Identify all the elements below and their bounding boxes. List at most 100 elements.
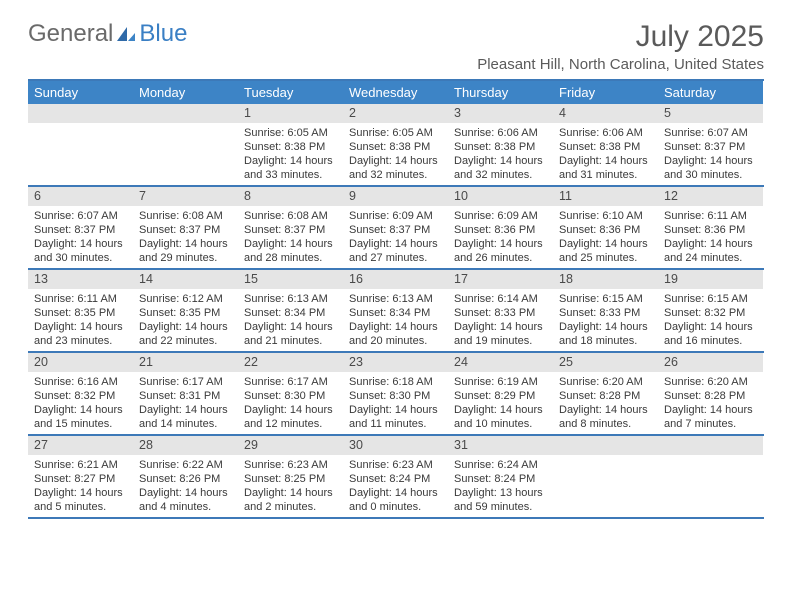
day-number: 5: [658, 104, 763, 123]
daylight-text: Daylight: 14 hours and 23 minutes.: [34, 320, 127, 348]
sunrise-text: Sunrise: 6:15 AM: [664, 292, 757, 306]
sunrise-text: Sunrise: 6:09 AM: [454, 209, 547, 223]
day-header: Saturday: [658, 81, 763, 104]
day-detail: Sunrise: 6:05 AMSunset: 8:38 PMDaylight:…: [238, 123, 343, 185]
day-detail: Sunrise: 6:20 AMSunset: 8:28 PMDaylight:…: [658, 372, 763, 434]
day-detail: Sunrise: 6:24 AMSunset: 8:24 PMDaylight:…: [448, 455, 553, 517]
detail-row: Sunrise: 6:16 AMSunset: 8:32 PMDaylight:…: [28, 372, 764, 434]
sunrise-text: Sunrise: 6:05 AM: [244, 126, 337, 140]
sunset-text: Sunset: 8:24 PM: [454, 472, 547, 486]
day-num-row: 6789101112: [28, 187, 764, 206]
day-detail: Sunrise: 6:08 AMSunset: 8:37 PMDaylight:…: [238, 206, 343, 268]
daylight-text: Daylight: 14 hours and 21 minutes.: [244, 320, 337, 348]
daylight-text: Daylight: 14 hours and 14 minutes.: [139, 403, 232, 431]
day-number: 18: [553, 270, 658, 289]
day-number: 27: [28, 436, 133, 455]
sunset-text: Sunset: 8:35 PM: [34, 306, 127, 320]
day-detail: Sunrise: 6:21 AMSunset: 8:27 PMDaylight:…: [28, 455, 133, 517]
day-number: 7: [133, 187, 238, 206]
sunrise-text: Sunrise: 6:07 AM: [34, 209, 127, 223]
page-header: General Blue July 2025 Pleasant Hill, No…: [28, 20, 764, 73]
sunrise-text: Sunrise: 6:13 AM: [349, 292, 442, 306]
logo-text-1: General: [28, 20, 113, 48]
sunrise-text: Sunrise: 6:24 AM: [454, 458, 547, 472]
sunset-text: Sunset: 8:38 PM: [244, 140, 337, 154]
sunrise-text: Sunrise: 6:08 AM: [139, 209, 232, 223]
sunset-text: Sunset: 8:24 PM: [349, 472, 442, 486]
day-number: 28: [133, 436, 238, 455]
sunset-text: Sunset: 8:32 PM: [664, 306, 757, 320]
day-number: [133, 104, 238, 123]
day-detail: Sunrise: 6:07 AMSunset: 8:37 PMDaylight:…: [658, 123, 763, 185]
sunset-text: Sunset: 8:30 PM: [349, 389, 442, 403]
day-number: 4: [553, 104, 658, 123]
day-number: 10: [448, 187, 553, 206]
sunset-text: Sunset: 8:38 PM: [454, 140, 547, 154]
daylight-text: Daylight: 14 hours and 8 minutes.: [559, 403, 652, 431]
sunset-text: Sunset: 8:36 PM: [664, 223, 757, 237]
daylight-text: Daylight: 14 hours and 19 minutes.: [454, 320, 547, 348]
day-detail: Sunrise: 6:05 AMSunset: 8:38 PMDaylight:…: [343, 123, 448, 185]
day-number: 17: [448, 270, 553, 289]
daylight-text: Daylight: 14 hours and 12 minutes.: [244, 403, 337, 431]
day-detail: Sunrise: 6:17 AMSunset: 8:30 PMDaylight:…: [238, 372, 343, 434]
day-number: 30: [343, 436, 448, 455]
sunrise-text: Sunrise: 6:22 AM: [139, 458, 232, 472]
day-number: 11: [553, 187, 658, 206]
day-number: 23: [343, 353, 448, 372]
day-detail: Sunrise: 6:19 AMSunset: 8:29 PMDaylight:…: [448, 372, 553, 434]
sunrise-text: Sunrise: 6:06 AM: [454, 126, 547, 140]
day-detail: Sunrise: 6:09 AMSunset: 8:37 PMDaylight:…: [343, 206, 448, 268]
sunset-text: Sunset: 8:38 PM: [349, 140, 442, 154]
sunrise-text: Sunrise: 6:13 AM: [244, 292, 337, 306]
day-detail: Sunrise: 6:06 AMSunset: 8:38 PMDaylight:…: [448, 123, 553, 185]
day-detail: Sunrise: 6:15 AMSunset: 8:33 PMDaylight:…: [553, 289, 658, 351]
sunrise-text: Sunrise: 6:21 AM: [34, 458, 127, 472]
day-detail: Sunrise: 6:11 AMSunset: 8:35 PMDaylight:…: [28, 289, 133, 351]
sunrise-text: Sunrise: 6:07 AM: [664, 126, 757, 140]
day-number: 3: [448, 104, 553, 123]
sunset-text: Sunset: 8:29 PM: [454, 389, 547, 403]
day-detail: [28, 123, 133, 185]
sunrise-text: Sunrise: 6:15 AM: [559, 292, 652, 306]
day-num-row: 13141516171819: [28, 270, 764, 289]
sunrise-text: Sunrise: 6:09 AM: [349, 209, 442, 223]
day-detail: Sunrise: 6:12 AMSunset: 8:35 PMDaylight:…: [133, 289, 238, 351]
day-header: Wednesday: [343, 81, 448, 104]
day-number: 22: [238, 353, 343, 372]
day-number: 1: [238, 104, 343, 123]
day-number: 8: [238, 187, 343, 206]
daylight-text: Daylight: 14 hours and 0 minutes.: [349, 486, 442, 514]
detail-row: Sunrise: 6:21 AMSunset: 8:27 PM Daylight:…: [28, 455, 764, 517]
sunset-text: Sunset: 8:34 PM: [244, 306, 337, 320]
sunset-text: Sunset: 8:36 PM: [454, 223, 547, 237]
day-number: 21: [133, 353, 238, 372]
daylight-text: Daylight: 14 hours and 33 minutes.: [244, 154, 337, 182]
daylight-text: Daylight: 14 hours and 31 minutes.: [559, 154, 652, 182]
sunset-text: Sunset: 8:28 PM: [559, 389, 652, 403]
sunset-text: Sunset: 8:36 PM: [559, 223, 652, 237]
day-number: 16: [343, 270, 448, 289]
sunset-text: Sunset: 8:25 PM: [244, 472, 337, 486]
daylight-text: Daylight: 14 hours and 28 minutes.: [244, 237, 337, 265]
day-number: 13: [28, 270, 133, 289]
day-num-row: 20212223242526: [28, 353, 764, 372]
sunset-text: Sunset: 8:32 PM: [34, 389, 127, 403]
day-detail: Sunrise: 6:22 AMSunset: 8:26 PMDaylight:…: [133, 455, 238, 517]
day-detail: Sunrise: 6:16 AMSunset: 8:32 PMDaylight:…: [28, 372, 133, 434]
daylight-text: Daylight: 14 hours and 18 minutes.: [559, 320, 652, 348]
daylight-text: Daylight: 14 hours and 24 minutes.: [664, 237, 757, 265]
sunrise-text: Sunrise: 6:14 AM: [454, 292, 547, 306]
sunset-text: Sunset: 8:31 PM: [139, 389, 232, 403]
sunrise-text: Sunrise: 6:11 AM: [664, 209, 757, 223]
logo-text-2: Blue: [139, 20, 187, 48]
detail-row: Sunrise: 6:07 AMSunset: 8:37 PMDaylight:…: [28, 206, 764, 268]
day-detail: Sunrise: 6:13 AMSunset: 8:34 PMDaylight:…: [238, 289, 343, 351]
day-detail: Sunrise: 6:23 AMSunset: 8:25 PMDaylight:…: [238, 455, 343, 517]
sunset-text: Sunset: 8:27 PM: [34, 472, 127, 486]
sunset-text: Sunset: 8:34 PM: [349, 306, 442, 320]
sunset-text: Sunset: 8:30 PM: [244, 389, 337, 403]
sunrise-text: Sunrise: 6:06 AM: [559, 126, 652, 140]
sunset-text: Sunset: 8:33 PM: [454, 306, 547, 320]
day-detail: Sunrise: 6:11 AMSunset: 8:36 PMDaylight:…: [658, 206, 763, 268]
